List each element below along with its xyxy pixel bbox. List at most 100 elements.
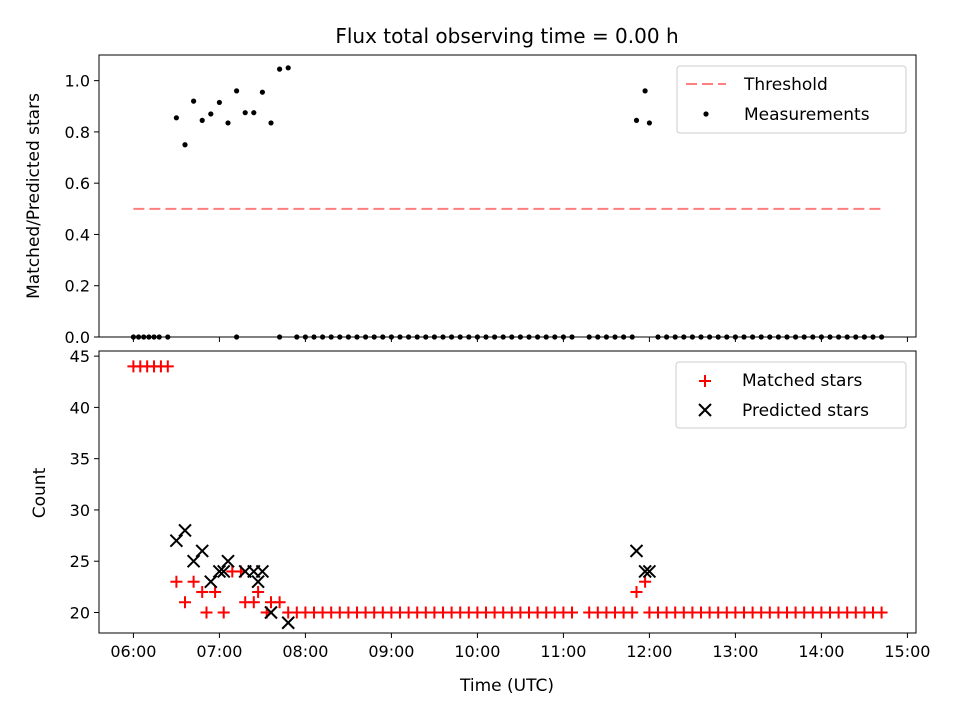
- measurement-point: [517, 334, 524, 340]
- legend-threshold-label: Threshold: [743, 75, 828, 95]
- matched-star-point: [196, 585, 209, 598]
- measurement-point: [732, 334, 739, 340]
- matched-star-point: [179, 596, 191, 609]
- measurement-point: [629, 334, 635, 340]
- x-tick-label: 12:00: [626, 642, 672, 661]
- measurement-point: [758, 334, 764, 340]
- measurement-point: [560, 334, 567, 340]
- matched-star-point: [209, 585, 222, 598]
- top-y-axis-label: Matched/Predicted stars: [24, 93, 44, 299]
- bottom-legend: Matched stars Predicted stars: [675, 361, 907, 429]
- y-tick-label: 0.6: [65, 174, 90, 193]
- y-tick-label: 0.2: [65, 277, 90, 296]
- measurement-point: [500, 334, 506, 340]
- measurement-point: [801, 334, 807, 340]
- measurement-point: [216, 99, 222, 106]
- measurement-point: [277, 334, 283, 340]
- predicted-star-point: [178, 523, 192, 538]
- predicted-star-point: [638, 564, 652, 579]
- predicted-star-point: [251, 575, 265, 589]
- measurement-point: [586, 334, 592, 340]
- predicted-star-point: [264, 605, 278, 620]
- measurement-point: [431, 334, 437, 340]
- x-tick-label: 13:00: [712, 642, 758, 661]
- measurement-point: [191, 98, 197, 104]
- measurement-point: [672, 334, 678, 340]
- matched-star-point: [161, 360, 174, 373]
- y-tick-label: 40: [70, 398, 90, 417]
- measurement-point: [328, 334, 334, 340]
- y-tick-label: 45: [70, 347, 90, 366]
- top-legend: Threshold Measurements: [676, 65, 907, 134]
- bottom-x-axis: 06:00 07:00 08:00 09:00 10:00 11:00 12:00 13:00…: [110, 633, 930, 661]
- measurement-point: [621, 334, 627, 340]
- measurement-point: [483, 334, 489, 340]
- predicted-star-point: [204, 575, 218, 589]
- measurement-point: [836, 334, 842, 340]
- measurement-point: [535, 334, 541, 340]
- measurement-point: [569, 334, 575, 340]
- measurement-point: [474, 334, 480, 340]
- y-tick-label: 0.0: [65, 328, 90, 347]
- matched-star-point: [200, 606, 213, 619]
- matched-star-point: [875, 606, 888, 619]
- legend-measurements-label: Measurements: [744, 105, 870, 125]
- measurement-point: [397, 334, 403, 340]
- predicted-star-point: [221, 554, 235, 568]
- measurement-point: [870, 334, 876, 340]
- y-tick-label: 25: [70, 552, 90, 571]
- measurement-point: [603, 334, 610, 340]
- bottom-y-axis-label: Count: [30, 467, 50, 518]
- x-tick-label: 14:00: [798, 642, 844, 661]
- x-tick-label: 06:00: [110, 642, 156, 661]
- measurement-point: [646, 120, 653, 126]
- measurement-point: [633, 117, 640, 123]
- y-tick-label: 30: [70, 501, 90, 520]
- measurement-point: [775, 334, 782, 340]
- measurement-point: [251, 110, 257, 116]
- measurement-point: [492, 334, 498, 340]
- predicted-star-point: [629, 544, 644, 558]
- measurement-point: [767, 334, 773, 340]
- x-tick-label: 07:00: [196, 642, 242, 661]
- y-tick-label: 20: [70, 603, 90, 622]
- predicted-star-point: [281, 616, 295, 630]
- legend-predicted-label: Predicted stars: [742, 401, 869, 421]
- matched-star-point: [170, 575, 183, 588]
- measurement-point: [285, 65, 291, 71]
- measurement-point: [818, 334, 825, 340]
- y-tick-label: 0.8: [65, 123, 90, 142]
- measurement-point: [354, 334, 360, 340]
- measurement-point: [208, 111, 214, 117]
- predicted-star-point: [195, 544, 209, 558]
- measurement-point: [715, 334, 721, 340]
- bottom-legend-box: [675, 361, 907, 429]
- measurement-point: [552, 334, 558, 340]
- predicted-star-point: [216, 564, 231, 579]
- measurement-point: [151, 334, 157, 340]
- predicted-star-point: [255, 564, 270, 579]
- measurement-point: [156, 334, 162, 340]
- measurement-point: [165, 334, 171, 340]
- x-tick-label: 08:00: [282, 642, 328, 661]
- measurement-point: [466, 334, 472, 340]
- x-tick-label: 10:00: [454, 642, 500, 661]
- measurement-point: [681, 334, 687, 340]
- top-panel: 0.0 0.2 0.4 0.6 0.8 1.0 Matched/Predicted sta…: [24, 54, 917, 347]
- measurement-point: [130, 334, 136, 340]
- x-tick-label: 09:00: [368, 642, 414, 661]
- measurement-point: [234, 334, 240, 340]
- measurement-point: [689, 334, 696, 340]
- measurement-point: [664, 334, 670, 340]
- predicted-star-point: [642, 564, 657, 579]
- measurement-point: [423, 334, 429, 340]
- measurement-point: [543, 334, 549, 340]
- legend-predicted-swatch: [698, 403, 712, 417]
- measurement-point: [320, 334, 326, 340]
- bottom-y-axis: 20 25 30 35 40 45: [70, 347, 99, 622]
- measurement-point: [861, 334, 868, 340]
- top-legend-box: [676, 65, 907, 134]
- measurement-point: [135, 334, 142, 340]
- top-plot-frame: [98, 54, 917, 338]
- measurement-point: [810, 334, 816, 340]
